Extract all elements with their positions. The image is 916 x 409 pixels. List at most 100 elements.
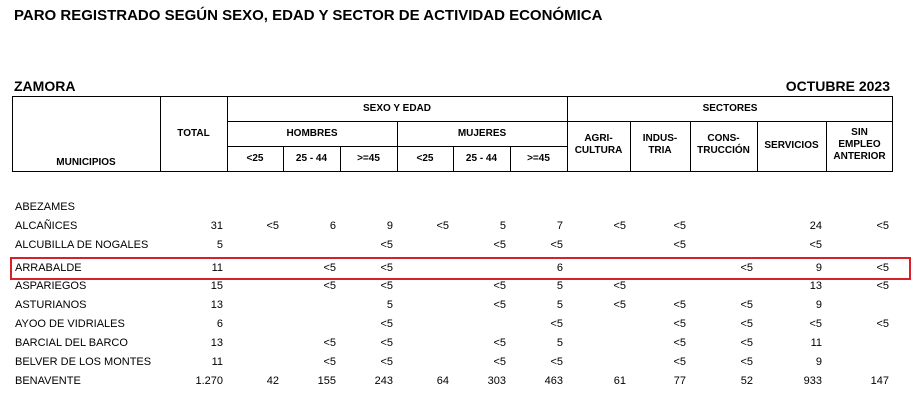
- cell: <5: [550, 318, 563, 330]
- cell: <5: [740, 262, 753, 274]
- cell: 9: [815, 299, 822, 311]
- cell: <5: [380, 239, 393, 251]
- header-cell: <25: [416, 153, 434, 164]
- cell: 5: [556, 299, 563, 311]
- cell: <5: [740, 318, 753, 330]
- cell: 9: [386, 220, 393, 232]
- header-cell: SECTORES: [702, 103, 758, 114]
- cell: <5: [876, 318, 889, 330]
- row-name: ALCUBILLA DE NOGALES: [15, 239, 149, 251]
- cell: <5: [740, 337, 753, 349]
- cell: 11: [211, 262, 223, 274]
- header-cell: SERVICIOS: [764, 140, 819, 151]
- cell: <5: [613, 280, 626, 292]
- cell: 9: [815, 262, 822, 274]
- header-cell: TOTAL: [177, 128, 210, 139]
- cell: <5: [493, 299, 506, 311]
- row-name: ASTURIANOS: [15, 299, 87, 311]
- cell: <5: [673, 299, 686, 311]
- cell: 52: [740, 375, 753, 387]
- cell: <5: [323, 356, 336, 368]
- cell: 155: [317, 375, 336, 387]
- cell: 5: [556, 337, 563, 349]
- cell: 31: [210, 220, 223, 232]
- cell: <5: [493, 239, 506, 251]
- cell: 9: [815, 356, 822, 368]
- header-cell: MUJERES: [457, 128, 507, 139]
- cell: 243: [374, 375, 393, 387]
- cell: 64: [436, 375, 449, 387]
- header-cell: AGRI- CULTURA: [574, 133, 623, 156]
- cell: 6: [216, 318, 223, 330]
- header-cell: HOMBRES: [286, 128, 338, 139]
- cell: <5: [809, 239, 822, 251]
- title: PARO REGISTRADO SEGÚN SEXO, EDAD Y SECTO…: [14, 7, 603, 24]
- header-cell: 25 - 44: [295, 153, 328, 164]
- cell: <5: [493, 280, 506, 292]
- cell: <5: [809, 318, 822, 330]
- cell: <5: [673, 337, 686, 349]
- cell: 42: [266, 375, 279, 387]
- cell: <5: [673, 318, 686, 330]
- cell: <5: [673, 356, 686, 368]
- cell: 1.270: [195, 375, 223, 387]
- cell: 5: [216, 239, 223, 251]
- cell: <5: [380, 318, 393, 330]
- cell: <5: [380, 280, 393, 292]
- province: ZAMORA: [14, 78, 76, 94]
- cell: <5: [323, 262, 336, 274]
- row-name: ABEZAMES: [15, 201, 75, 213]
- cell: <5: [323, 337, 336, 349]
- cell: <5: [380, 356, 393, 368]
- header-cell: <25: [246, 153, 264, 164]
- cell: 463: [544, 375, 563, 387]
- cell: <5: [876, 220, 889, 232]
- header-cell: SEXO Y EDAD: [363, 103, 431, 114]
- row-name: BENAVENTE: [15, 375, 81, 387]
- period: OCTUBRE 2023: [785, 78, 890, 94]
- cell: <5: [740, 299, 753, 311]
- row-name: ALCAÑICES: [15, 220, 78, 232]
- cell: <5: [673, 220, 686, 232]
- cell: 5: [499, 220, 506, 232]
- cell: 11: [211, 356, 223, 368]
- header-cell: 25 - 44: [465, 153, 498, 164]
- cell: 6: [329, 220, 336, 232]
- cell: <5: [740, 356, 753, 368]
- cell: 15: [210, 280, 223, 292]
- header-cell: SIN EMPLEO ANTERIOR: [833, 127, 886, 162]
- cell: <5: [876, 280, 889, 292]
- header-cell: MUNICIPIOS: [56, 157, 116, 168]
- cell: 7: [556, 220, 563, 232]
- row-name: AYOO DE VIDRIALES: [15, 318, 125, 330]
- cell: <5: [876, 262, 889, 274]
- row-name: BELVER DE LOS MONTES: [15, 356, 152, 368]
- cell: <5: [550, 239, 563, 251]
- row-name: BARCIAL DEL BARCO: [15, 337, 128, 349]
- cell: <5: [550, 356, 563, 368]
- cell: <5: [266, 220, 279, 232]
- cell: <5: [673, 239, 686, 251]
- cell: <5: [613, 299, 626, 311]
- cell: 11: [810, 337, 822, 349]
- row-name: ARRABALDE: [15, 262, 82, 274]
- cell: 6: [556, 262, 563, 274]
- cell: 77: [673, 375, 686, 387]
- cell: <5: [323, 280, 336, 292]
- cell: 13: [809, 280, 822, 292]
- header-cell: >=45: [527, 153, 550, 164]
- cell: 61: [613, 375, 626, 387]
- cell: 5: [386, 299, 393, 311]
- cell: <5: [613, 220, 626, 232]
- cell: 13: [210, 299, 223, 311]
- cell: 13: [210, 337, 223, 349]
- header-cell: CONS- TRUCCIÓN: [697, 133, 750, 156]
- header-cell: >=45: [357, 153, 380, 164]
- cell: 933: [803, 375, 822, 387]
- cell: <5: [380, 337, 393, 349]
- row-highlight: [10, 257, 911, 280]
- header-cell: INDUS- TRIA: [642, 133, 678, 156]
- cell: 303: [487, 375, 506, 387]
